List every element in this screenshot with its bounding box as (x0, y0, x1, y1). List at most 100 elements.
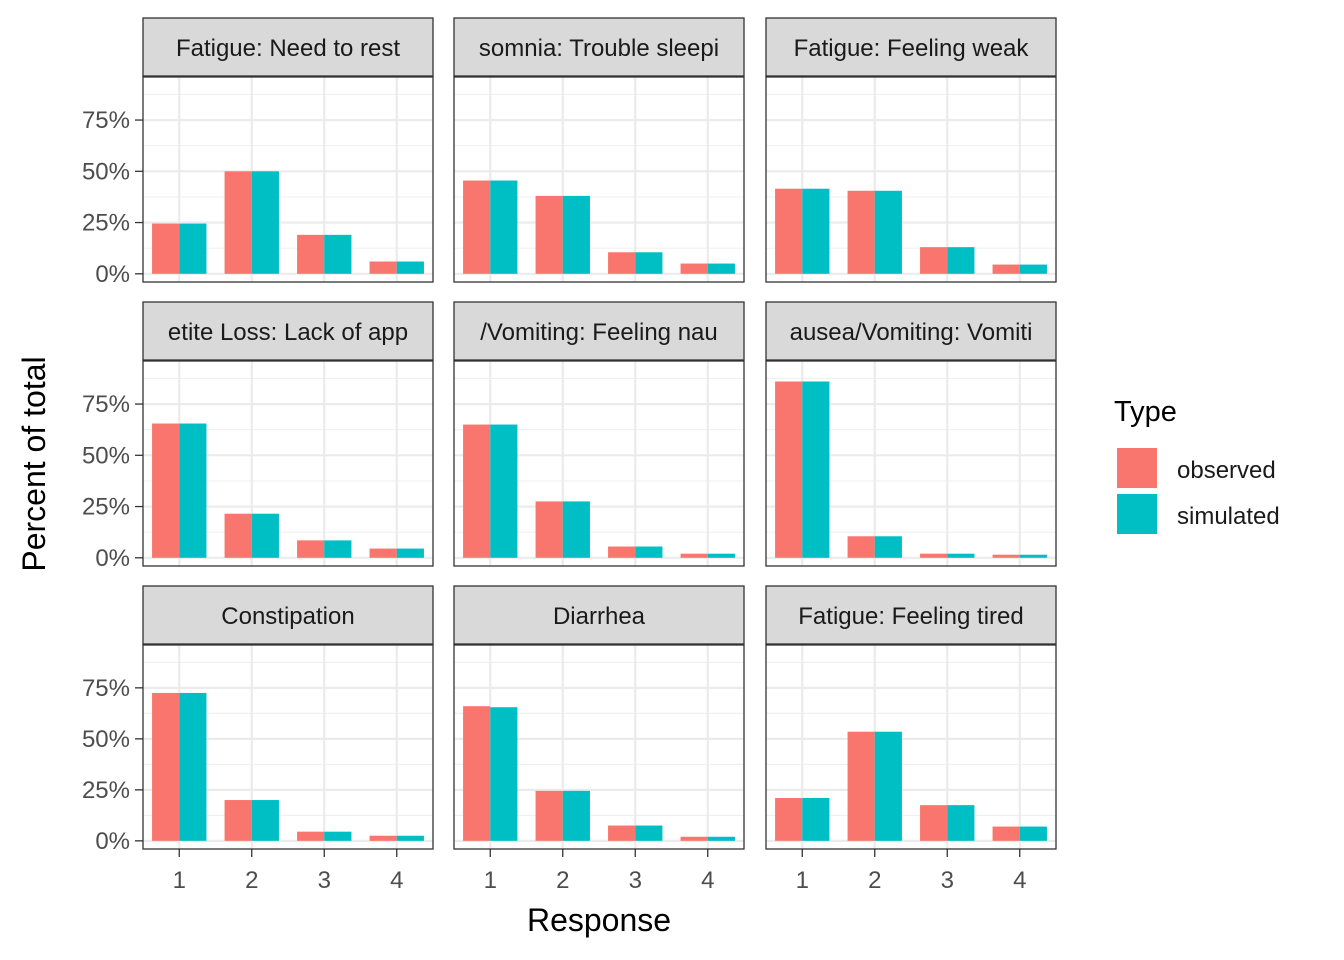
x-tick-label: 3 (941, 867, 954, 894)
facet-strip-label: Diarrhea (553, 603, 646, 630)
bar-observed (463, 706, 491, 841)
panel-border (453, 644, 745, 850)
bar-simulated (396, 261, 424, 274)
legend-key-simulated (1117, 494, 1157, 534)
y-tick-label: 0% (95, 261, 130, 288)
bar-simulated (251, 171, 279, 274)
bar-observed (920, 805, 948, 841)
bar-simulated (396, 835, 424, 841)
x-tick-label: 1 (173, 867, 186, 894)
y-tick-label: 25% (82, 210, 130, 237)
x-tick-label: 4 (390, 867, 403, 894)
bar-simulated (1019, 554, 1047, 558)
facet-panel: Fatigue: Need to rest (142, 17, 434, 283)
bar-simulated (179, 692, 207, 841)
bar-observed (847, 731, 875, 841)
bar-simulated (874, 190, 902, 274)
bar-observed (224, 800, 252, 841)
bar-observed (608, 252, 636, 274)
panel-border (453, 76, 745, 283)
x-tick-label: 4 (701, 867, 714, 894)
legend-title: Type (1114, 396, 1177, 428)
bar-observed (297, 831, 325, 841)
bar-observed (608, 825, 636, 841)
bar-observed (920, 247, 948, 274)
bar-simulated (490, 180, 518, 274)
bar-simulated (179, 223, 207, 274)
bar-simulated (324, 831, 352, 841)
facet-panel: somnia: Trouble sleepi (453, 17, 745, 283)
bar-observed (775, 798, 803, 841)
bar-simulated (490, 707, 518, 841)
bar-observed (152, 223, 180, 274)
facet-strip-label: Fatigue: Need to rest (176, 35, 400, 62)
panel-border (142, 360, 434, 567)
y-tick-label: 50% (82, 158, 130, 185)
bar-observed (369, 548, 397, 558)
bar-observed (992, 264, 1020, 274)
bar-simulated (874, 731, 902, 841)
bar-simulated (802, 798, 830, 841)
y-tick-label: 50% (82, 726, 130, 753)
bar-simulated (707, 836, 735, 841)
x-tick-label: 2 (868, 867, 881, 894)
facet-strip (765, 17, 1057, 77)
bar-observed (297, 540, 325, 558)
bar-observed (369, 835, 397, 841)
facet-strip (765, 301, 1057, 361)
y-tick-label: 75% (82, 391, 130, 418)
x-tick-label: 3 (629, 867, 642, 894)
bar-observed (369, 261, 397, 274)
facet-strip-label: Fatigue: Feeling tired (798, 603, 1023, 630)
y-tick-label: 75% (82, 675, 130, 702)
facet-panel: Fatigue: Feeling weak (765, 17, 1057, 283)
x-tick-label: 3 (318, 867, 331, 894)
bar-observed (535, 195, 563, 274)
bar-simulated (562, 195, 590, 274)
bar-observed (224, 513, 252, 558)
legend-label-simulated: simulated (1177, 503, 1280, 530)
legend-key-observed (1117, 448, 1157, 488)
bar-simulated (251, 800, 279, 841)
facet-panel: /Vomiting: Feeling nau (453, 301, 745, 567)
y-tick-label: 25% (82, 494, 130, 521)
bar-simulated (1019, 264, 1047, 274)
bar-simulated (396, 548, 424, 558)
facet-strip (765, 585, 1057, 645)
bar-observed (535, 501, 563, 558)
axes-layer: 0% 25% 50% 75% 0% 25% 50% 75% 0% 25% 50% 75% 1 2 3 4 1 2 3… (82, 107, 1026, 894)
facet-strip-label: somnia: Trouble sleepi (479, 35, 719, 62)
y-tick-label: 25% (82, 777, 130, 804)
x-axis-title: Response (527, 902, 671, 938)
bar-simulated (707, 263, 735, 274)
bar-simulated (1019, 826, 1047, 841)
facet-strip (453, 17, 745, 77)
bar-simulated (707, 553, 735, 558)
x-tick-label: 2 (245, 867, 258, 894)
bar-simulated (179, 423, 207, 558)
panels-layer: Fatigue: Need to rest somnia: Trouble sle… (142, 17, 1057, 850)
bar-simulated (635, 252, 663, 274)
bar-observed (680, 263, 708, 274)
bar-observed (463, 180, 491, 274)
bar-observed (297, 234, 325, 274)
bar-observed (680, 553, 708, 558)
x-tick-label: 1 (484, 867, 497, 894)
y-tick-label: 75% (82, 107, 130, 134)
bar-simulated (874, 536, 902, 558)
bar-simulated (947, 247, 975, 274)
bar-observed (463, 424, 491, 558)
bar-simulated (251, 513, 279, 558)
panel-border (142, 644, 434, 850)
facet-panel: ausea/Vomiting: Vomiti (765, 301, 1057, 567)
legend: Type observed simulated (1114, 396, 1280, 534)
facet-strip (142, 17, 434, 77)
bar-observed (847, 536, 875, 558)
x-tick-label: 4 (1013, 867, 1026, 894)
y-tick-label: 50% (82, 442, 130, 469)
bar-observed (992, 554, 1020, 558)
bar-observed (535, 790, 563, 841)
bar-observed (224, 171, 252, 274)
y-tick-label: 0% (95, 828, 130, 855)
bar-simulated (947, 805, 975, 841)
